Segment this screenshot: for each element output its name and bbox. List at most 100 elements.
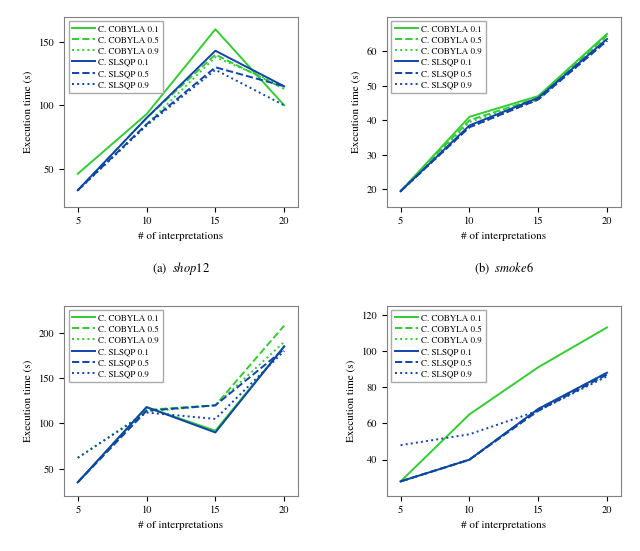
Line: C. SLSQP 0.5: C. SLSQP 0.5 (401, 375, 607, 482)
C. SLSQP 0.5 (212, 402, 220, 409)
C. SLSQP 0.9 (212, 415, 220, 422)
C. COBYLA 0.9 (603, 34, 611, 41)
C. COBYLA 0.9 (74, 187, 82, 193)
Line: C. SLSQP 0.9: C. SLSQP 0.9 (78, 70, 284, 190)
Line: C. COBYLA 0.5: C. COBYLA 0.5 (78, 326, 284, 482)
C. SLSQP 0.1 (465, 122, 473, 129)
Text: (b)  $\mathit{smoke6}$: (b) $\mathit{smoke6}$ (474, 260, 534, 276)
Line: C. SLSQP 0.9: C. SLSQP 0.9 (78, 351, 284, 458)
C. SLSQP 0.5 (143, 407, 150, 414)
C. COBYLA 0.1 (280, 102, 288, 109)
X-axis label: # of interpretations: # of interpretations (461, 231, 547, 241)
C. COBYLA 0.5 (143, 407, 150, 413)
C. SLSQP 0.5 (603, 37, 611, 44)
Line: C. COBYLA 0.1: C. COBYLA 0.1 (401, 34, 607, 191)
Line: C. COBYLA 0.1: C. COBYLA 0.1 (78, 29, 284, 174)
Line: C. SLSQP 0.1: C. SLSQP 0.1 (78, 51, 284, 190)
C. SLSQP 0.1 (603, 369, 611, 376)
C. COBYLA 0.5 (465, 117, 473, 123)
Text: (a)  $\mathit{shop12}$: (a) $\mathit{shop12}$ (152, 260, 210, 277)
C. SLSQP 0.1 (74, 187, 82, 193)
Line: C. SLSQP 0.1: C. SLSQP 0.1 (78, 347, 284, 482)
C. SLSQP 0.5 (74, 479, 82, 485)
C. SLSQP 0.9 (212, 67, 220, 73)
Line: C. SLSQP 0.9: C. SLSQP 0.9 (401, 376, 607, 445)
C. SLSQP 0.5 (143, 121, 150, 128)
C. SLSQP 0.9 (603, 37, 611, 44)
Line: C. COBYLA 0.9: C. COBYLA 0.9 (78, 342, 284, 458)
C. SLSQP 0.9 (280, 348, 288, 354)
C. SLSQP 0.1 (280, 343, 288, 350)
Line: C. SLSQP 0.9: C. SLSQP 0.9 (401, 41, 607, 191)
C. SLSQP 0.5 (534, 96, 542, 103)
Line: C. COBYLA 0.9: C. COBYLA 0.9 (401, 375, 607, 482)
C. SLSQP 0.9 (397, 188, 404, 195)
C. SLSQP 0.9 (465, 124, 473, 131)
Line: C. COBYLA 0.1: C. COBYLA 0.1 (401, 327, 607, 482)
C. SLSQP 0.9 (397, 442, 404, 449)
C. COBYLA 0.5 (212, 51, 220, 58)
Line: C. SLSQP 0.1: C. SLSQP 0.1 (401, 372, 607, 482)
C. COBYLA 0.9 (397, 188, 404, 195)
C. COBYLA 0.9 (143, 408, 150, 415)
C. COBYLA 0.9 (465, 118, 473, 125)
Line: C. SLSQP 0.5: C. SLSQP 0.5 (401, 41, 607, 191)
C. SLSQP 0.1 (534, 95, 542, 101)
C. SLSQP 0.1 (143, 115, 150, 121)
C. SLSQP 0.9 (534, 96, 542, 103)
Line: C. COBYLA 0.9: C. COBYLA 0.9 (78, 57, 284, 190)
C. COBYLA 0.5 (74, 479, 82, 485)
C. SLSQP 0.1 (212, 47, 220, 54)
C. COBYLA 0.9 (397, 478, 404, 485)
C. SLSQP 0.5 (534, 407, 542, 414)
C. SLSQP 0.1 (74, 479, 82, 485)
C. COBYLA 0.5 (534, 406, 542, 412)
X-axis label: # of interpretations: # of interpretations (461, 521, 547, 531)
C. SLSQP 0.9 (143, 409, 150, 416)
C. SLSQP 0.1 (534, 406, 542, 412)
C. COBYLA 0.5 (534, 95, 542, 101)
X-axis label: # of interpretations: # of interpretations (138, 521, 223, 531)
C. COBYLA 0.1 (534, 364, 542, 371)
C. SLSQP 0.5 (212, 64, 220, 71)
C. COBYLA 0.1 (465, 114, 473, 120)
C. SLSQP 0.5 (465, 456, 473, 463)
Line: C. SLSQP 0.5: C. SLSQP 0.5 (78, 349, 284, 482)
C. COBYLA 0.1 (603, 324, 611, 331)
X-axis label: # of interpretations: # of interpretations (138, 231, 223, 241)
Line: C. COBYLA 0.5: C. COBYLA 0.5 (78, 55, 284, 190)
C. COBYLA 0.1 (212, 26, 220, 33)
Line: C. COBYLA 0.1: C. COBYLA 0.1 (78, 347, 284, 482)
Y-axis label: Execution time (s): Execution time (s) (24, 71, 33, 153)
Line: C. COBYLA 0.5: C. COBYLA 0.5 (401, 372, 607, 482)
C. COBYLA 0.5 (465, 456, 473, 463)
C. SLSQP 0.5 (74, 187, 82, 193)
C. SLSQP 0.5 (465, 124, 473, 131)
C. SLSQP 0.1 (212, 429, 220, 436)
Line: C. SLSQP 0.1: C. SLSQP 0.1 (401, 39, 607, 191)
Legend: C. COBYLA 0.1, C. COBYLA 0.5, C. COBYLA 0.9, C. SLSQP 0.1, C. SLSQP 0.5, C. SLSQ: C. COBYLA 0.1, C. COBYLA 0.5, C. COBYLA … (68, 310, 163, 382)
C. SLSQP 0.1 (397, 478, 404, 485)
C. COBYLA 0.5 (280, 322, 288, 329)
C. COBYLA 0.1 (397, 478, 404, 485)
C. SLSQP 0.5 (280, 83, 288, 90)
C. SLSQP 0.9 (74, 455, 82, 461)
C. COBYLA 0.1 (534, 93, 542, 99)
C. COBYLA 0.5 (212, 402, 220, 409)
C. SLSQP 0.9 (143, 122, 150, 129)
C. SLSQP 0.9 (534, 407, 542, 414)
Y-axis label: Execution time (s): Execution time (s) (346, 360, 356, 442)
C. COBYLA 0.9 (280, 339, 288, 345)
C. SLSQP 0.9 (74, 187, 82, 193)
C. SLSQP 0.1 (603, 36, 611, 42)
C. COBYLA 0.9 (603, 371, 611, 378)
C. SLSQP 0.5 (280, 346, 288, 353)
C. SLSQP 0.5 (397, 188, 404, 195)
Y-axis label: Execution time (s): Execution time (s) (24, 360, 33, 442)
Legend: C. COBYLA 0.1, C. COBYLA 0.5, C. COBYLA 0.9, C. SLSQP 0.1, C. SLSQP 0.5, C. SLSQ: C. COBYLA 0.1, C. COBYLA 0.5, C. COBYLA … (392, 21, 486, 93)
C. COBYLA 0.9 (212, 54, 220, 61)
C. COBYLA 0.9 (212, 402, 220, 409)
C. COBYLA 0.1 (143, 404, 150, 410)
C. COBYLA 0.9 (465, 456, 473, 463)
C. SLSQP 0.9 (280, 102, 288, 109)
